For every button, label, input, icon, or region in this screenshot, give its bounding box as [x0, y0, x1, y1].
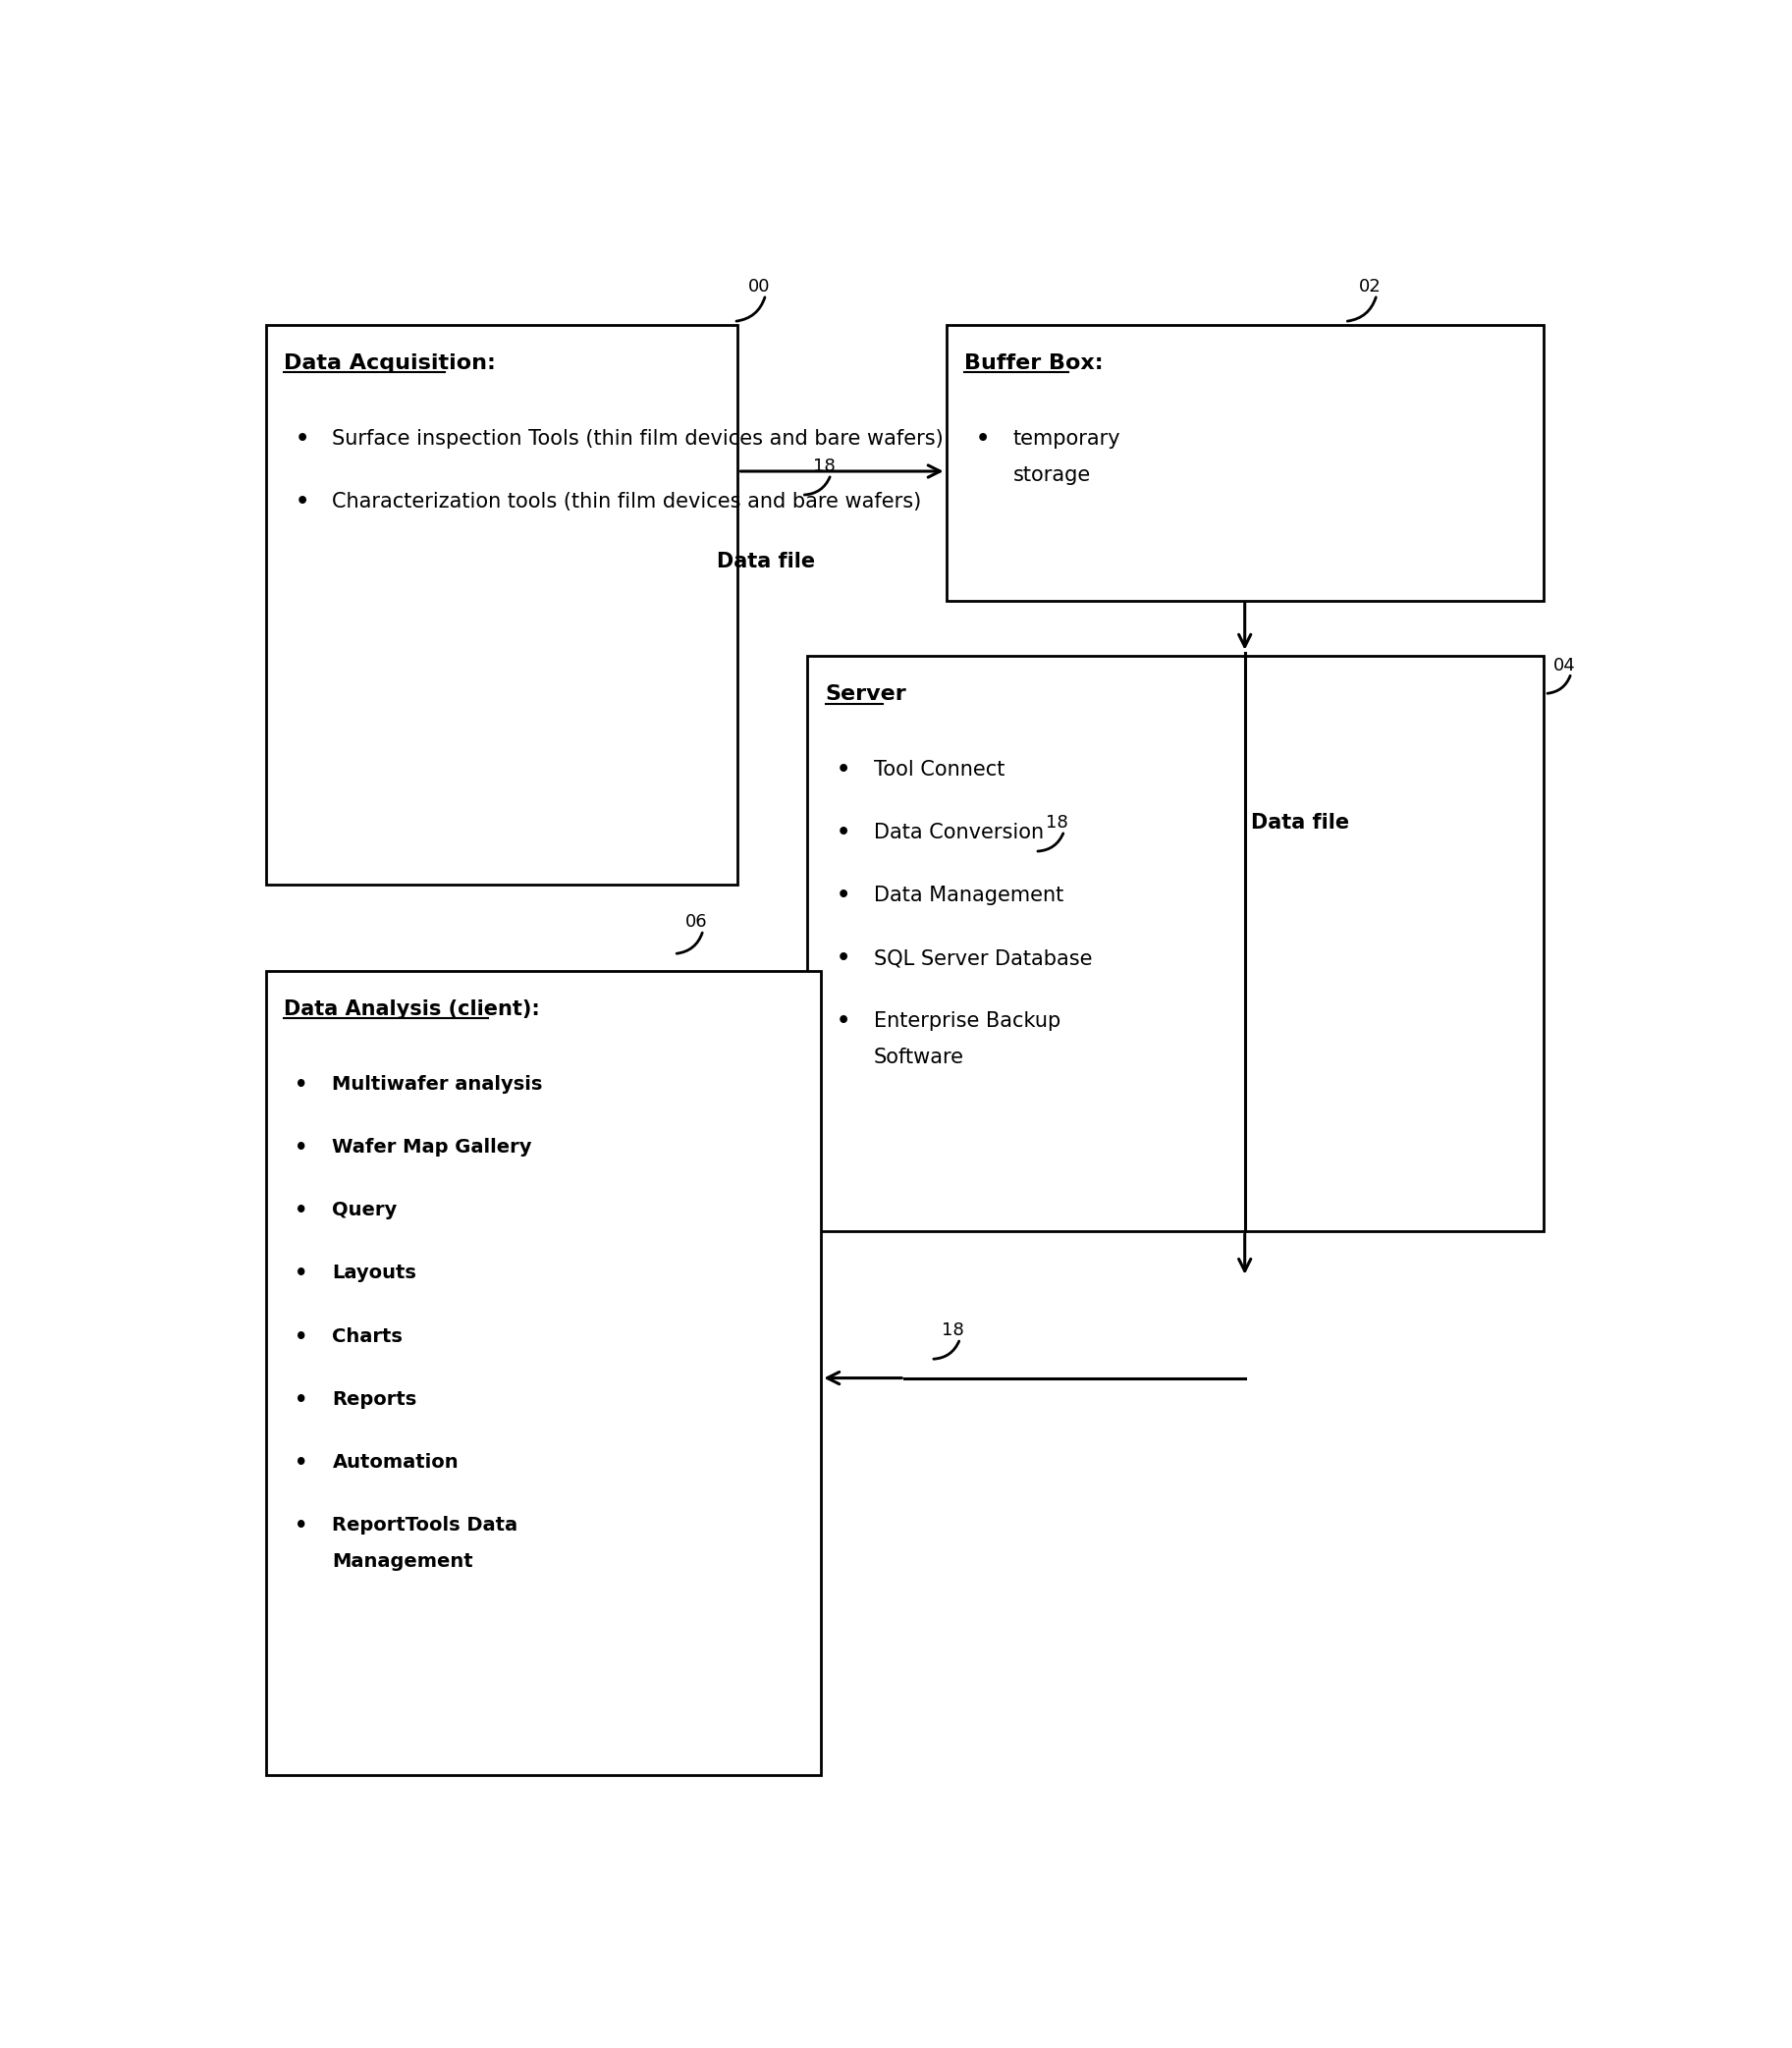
Text: •: •: [296, 1139, 308, 1157]
Text: •: •: [837, 948, 851, 969]
Text: Data Management: Data Management: [874, 885, 1064, 905]
Text: Query: Query: [332, 1200, 398, 1221]
Text: •: •: [837, 885, 851, 905]
Text: Data file: Data file: [717, 551, 815, 571]
Text: Charts: Charts: [332, 1327, 403, 1346]
Text: •: •: [837, 1012, 851, 1030]
Text: •: •: [837, 760, 851, 780]
Text: •: •: [296, 428, 308, 449]
Text: 18: 18: [814, 457, 835, 475]
Text: Data Analysis (client):: Data Analysis (client):: [283, 999, 539, 1020]
Bar: [806, 655, 1543, 1231]
Text: 18: 18: [1047, 815, 1068, 831]
Text: •: •: [296, 1200, 308, 1221]
Text: •: •: [296, 1327, 308, 1346]
Text: •: •: [296, 1075, 308, 1096]
Text: •: •: [975, 428, 989, 449]
Text: Wafer Map Gallery: Wafer Map Gallery: [332, 1139, 532, 1157]
Text: Buffer Box:: Buffer Box:: [964, 352, 1104, 373]
Text: ReportTools Data: ReportTools Data: [332, 1516, 518, 1534]
Text: Automation: Automation: [332, 1452, 459, 1470]
Text: Data Acquisition:: Data Acquisition:: [283, 352, 496, 373]
Text: temporary: temporary: [1012, 428, 1120, 449]
Text: storage: storage: [1012, 465, 1091, 485]
Text: Software: Software: [874, 1049, 964, 1067]
Text: Management: Management: [332, 1552, 473, 1571]
Bar: [265, 326, 738, 885]
Text: 04: 04: [1554, 657, 1575, 674]
Text: •: •: [296, 1391, 308, 1409]
Text: Multiwafer analysis: Multiwafer analysis: [332, 1075, 543, 1094]
Text: 18: 18: [943, 1321, 964, 1339]
Text: 00: 00: [747, 279, 771, 295]
Text: SQL Server Database: SQL Server Database: [874, 948, 1093, 969]
Text: Layouts: Layouts: [332, 1264, 418, 1282]
Text: •: •: [296, 1264, 308, 1284]
Text: Data file: Data file: [1251, 813, 1349, 834]
Text: Tool Connect: Tool Connect: [874, 760, 1005, 780]
Bar: [946, 326, 1543, 600]
Text: 06: 06: [685, 913, 708, 932]
Bar: [265, 971, 821, 1776]
Text: Surface inspection Tools (thin film devices and bare wafers): Surface inspection Tools (thin film devi…: [332, 428, 944, 449]
Text: Characterization tools (thin film devices and bare wafers): Characterization tools (thin film device…: [332, 492, 921, 512]
Text: 02: 02: [1358, 279, 1382, 295]
Text: Reports: Reports: [332, 1391, 418, 1409]
Text: Data Conversion: Data Conversion: [874, 823, 1045, 842]
Text: Enterprise Backup: Enterprise Backup: [874, 1012, 1061, 1030]
Text: Server: Server: [826, 684, 907, 705]
Text: •: •: [296, 1452, 308, 1473]
Text: •: •: [296, 492, 308, 512]
Text: •: •: [837, 823, 851, 842]
Text: •: •: [296, 1516, 308, 1536]
